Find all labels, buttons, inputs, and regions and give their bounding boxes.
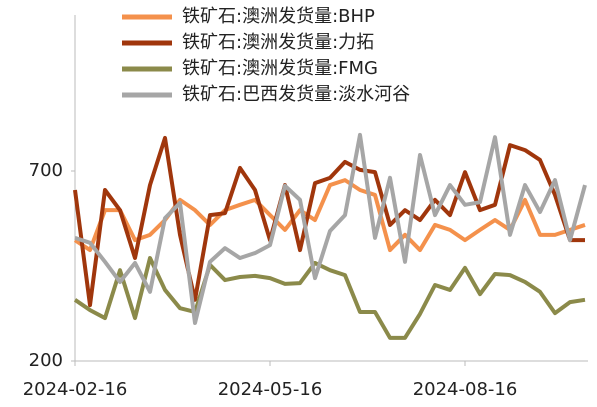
y-tick-label: 200 <box>29 350 63 371</box>
x-tick-label: 2024-05-16 <box>218 379 323 400</box>
series-line <box>73 135 585 308</box>
legend-label: 铁矿石:巴西发货量:淡水河谷 <box>182 84 410 105</box>
series-line <box>73 178 586 253</box>
series-line <box>74 132 587 325</box>
x-tick-label: 2024-08-16 <box>413 379 518 400</box>
series-line <box>73 256 586 340</box>
legend-label: 铁矿石:澳洲发货量:力拓 <box>182 32 374 53</box>
legend-label: 铁矿石:澳洲发货量:FMG <box>182 58 378 79</box>
y-tick-label: 700 <box>29 160 63 181</box>
x-tick-label: 2024-02-16 <box>23 379 128 400</box>
legend-label: 铁矿石:澳洲发货量:BHP <box>182 6 375 27</box>
